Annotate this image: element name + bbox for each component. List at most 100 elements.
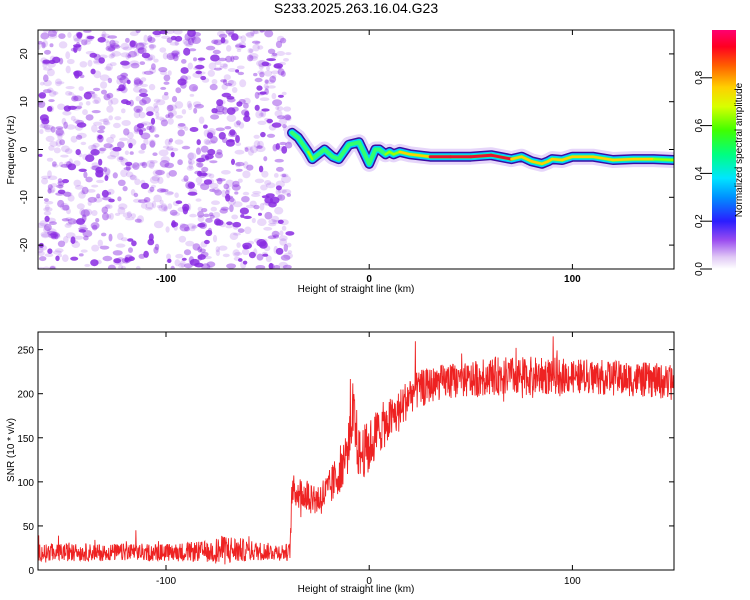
noise-blob <box>279 141 287 146</box>
noise-blob <box>221 170 231 175</box>
noise-blob <box>174 101 184 109</box>
noise-blob <box>70 236 76 244</box>
snr-plot-area <box>38 336 674 565</box>
noise-blob <box>47 175 58 181</box>
noise-blob <box>222 79 228 85</box>
noise-blob <box>123 167 132 171</box>
noise-blob <box>282 114 292 121</box>
noise-blob <box>191 36 201 44</box>
noise-blob <box>49 59 56 64</box>
noise-blob <box>126 79 131 85</box>
noise-blob <box>198 116 205 124</box>
noise-blob <box>239 79 247 88</box>
noise-blob <box>226 114 237 122</box>
noise-blob <box>79 74 85 79</box>
noise-blob <box>106 105 114 113</box>
noise-blob <box>243 102 249 109</box>
noise-blob <box>148 44 157 49</box>
noise-blob <box>267 235 277 240</box>
noise-blob <box>133 129 141 135</box>
noise-blob <box>61 117 67 125</box>
noise-blob <box>39 220 48 227</box>
noise-blob <box>140 161 146 167</box>
noise-blob <box>123 128 130 136</box>
noise-blob <box>55 255 60 262</box>
noise-blob <box>38 222 46 228</box>
noise-blob <box>265 255 272 263</box>
noise-blob <box>122 186 128 192</box>
noise-blob <box>221 92 232 98</box>
noise-blob <box>247 54 254 62</box>
noise-blob <box>117 179 126 186</box>
snr-y-tick-label: 200 <box>17 390 34 401</box>
noise-blob <box>77 132 87 139</box>
snr-y-tick-label: 250 <box>17 346 34 357</box>
noise-blob <box>265 85 270 91</box>
noise-blob <box>239 45 246 48</box>
noise-blob <box>149 44 155 51</box>
noise-blob <box>155 116 165 120</box>
noise-blob <box>101 31 107 38</box>
noise-blob <box>209 188 216 192</box>
noise-blob <box>185 75 192 80</box>
noise-blob <box>76 32 83 39</box>
noise-blob <box>127 54 132 59</box>
noise-blob <box>238 41 246 48</box>
noise-blob <box>248 53 259 59</box>
noise-blob <box>221 189 227 198</box>
noise-blob <box>91 144 97 151</box>
noise-blob <box>180 67 189 74</box>
noise-blob <box>160 156 170 163</box>
noise-blob <box>286 193 291 197</box>
noise-blob <box>188 188 198 196</box>
noise-blob <box>221 40 229 45</box>
noise-blob <box>113 258 122 264</box>
noise-blob <box>182 206 189 215</box>
noise-blob <box>227 97 236 103</box>
noise-blob <box>43 124 54 130</box>
noise-blob <box>168 138 174 143</box>
noise-blob <box>215 104 225 113</box>
noise-blob <box>226 107 236 115</box>
noise-blob <box>171 95 178 103</box>
noise-blob <box>235 69 240 73</box>
noise-blob <box>105 204 111 209</box>
noise-blob <box>203 138 210 145</box>
noise-blob <box>70 135 78 143</box>
noise-blob <box>281 175 291 184</box>
noise-blob <box>141 71 146 75</box>
noise-blob <box>136 127 147 132</box>
noise-blob <box>74 235 84 240</box>
noise-blob <box>219 63 228 68</box>
noise-blob <box>159 160 170 168</box>
noise-blob <box>70 115 76 121</box>
noise-blob <box>143 70 154 75</box>
noise-blob <box>192 243 201 251</box>
noise-blob <box>58 183 63 190</box>
noise-blob <box>261 195 270 199</box>
noise-blob <box>257 140 264 149</box>
noise-blob <box>76 218 85 225</box>
noise-blob <box>73 37 83 43</box>
noise-blob <box>263 156 268 162</box>
noise-blob <box>174 35 183 42</box>
track-core-segment <box>520 155 534 163</box>
noise-blob <box>83 171 88 179</box>
noise-blob <box>151 200 157 209</box>
noise-blob <box>97 134 103 140</box>
noise-blob <box>194 103 205 109</box>
noise-blob <box>246 32 255 38</box>
noise-blob <box>196 139 201 146</box>
noise-blob <box>151 63 156 70</box>
noise-blob <box>65 217 73 222</box>
noise-blob <box>226 263 237 269</box>
noise-blob <box>120 60 130 66</box>
noise-blob <box>66 58 75 65</box>
noise-blob <box>116 77 123 85</box>
noise-blob <box>98 158 103 166</box>
noise-blob <box>216 99 224 107</box>
noise-blob <box>205 217 213 223</box>
noise-blob <box>38 250 45 256</box>
noise-blob <box>196 71 206 75</box>
